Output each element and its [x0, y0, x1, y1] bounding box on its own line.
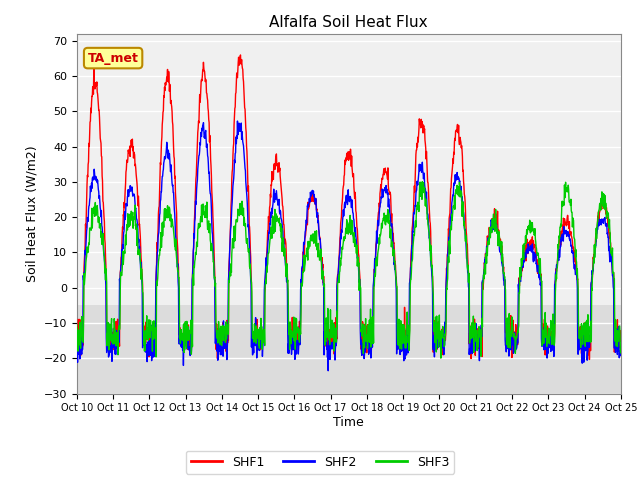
SHF3: [194, 227, 202, 232]
SHF3: [73, 322, 81, 327]
Line: SHF3: SHF3: [77, 182, 621, 358]
Legend: SHF1, SHF2, SHF3: SHF1, SHF2, SHF3: [186, 451, 454, 474]
SHF3: [553, 266, 561, 272]
Line: SHF2: SHF2: [77, 121, 621, 371]
SHF1: [553, 268, 561, 274]
SHF1: [180, 333, 188, 338]
SHF3: [419, 179, 426, 185]
SHF2: [434, 340, 442, 346]
Bar: [77, 34, 621, 305]
SHF2: [255, 342, 263, 348]
SHF3: [255, 342, 262, 348]
SHF1: [255, 334, 263, 340]
SHF3: [505, 314, 513, 320]
Y-axis label: Soil Heat Flux (W/m2): Soil Heat Flux (W/m2): [25, 145, 38, 282]
SHF3: [617, 350, 625, 356]
SHF2: [553, 263, 561, 268]
Line: SHF1: SHF1: [77, 55, 621, 360]
SHF1: [237, 52, 244, 58]
SHF1: [194, 130, 202, 135]
SHF2: [324, 368, 332, 373]
SHF3: [180, 326, 188, 332]
SHF3: [434, 321, 442, 327]
SHF1: [586, 357, 593, 362]
Text: TA_met: TA_met: [88, 51, 138, 65]
SHF2: [505, 353, 513, 359]
SHF2: [234, 118, 241, 124]
Title: Alfalfa Soil Heat Flux: Alfalfa Soil Heat Flux: [269, 15, 428, 30]
X-axis label: Time: Time: [333, 416, 364, 429]
SHF1: [617, 328, 625, 334]
SHF1: [505, 328, 513, 334]
SHF2: [617, 344, 625, 349]
SHF2: [194, 166, 202, 172]
SHF2: [73, 351, 81, 357]
SHF2: [180, 347, 188, 353]
SHF1: [434, 345, 442, 351]
SHF1: [73, 317, 81, 323]
SHF3: [437, 355, 445, 361]
